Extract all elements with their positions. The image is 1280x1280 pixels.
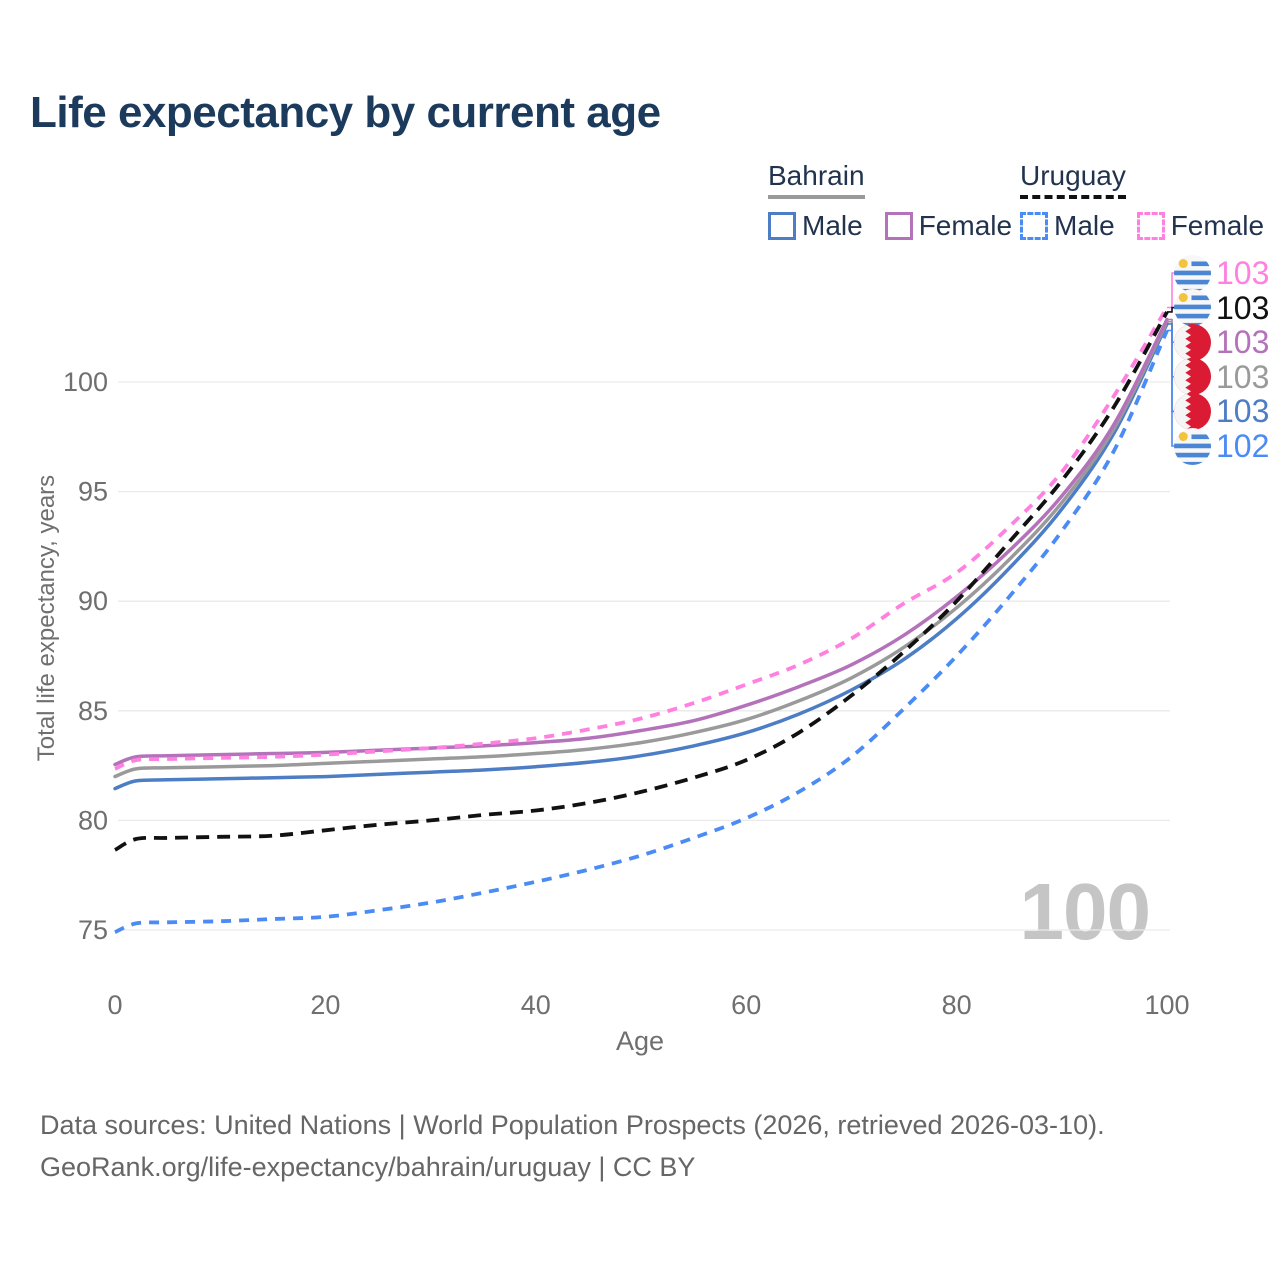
y-tick-label: 80 <box>78 805 108 835</box>
x-tick-label: 20 <box>310 990 340 1020</box>
series-line-uruguay-male[interactable] <box>114 329 1169 934</box>
series-line-bahrain-female[interactable] <box>113 317 1169 767</box>
legend-item-bahrain-male[interactable]: Male <box>768 210 863 242</box>
footer-data-sources: Data sources: United Nations | World Pop… <box>40 1110 1105 1140</box>
legend-item-uruguay-male[interactable]: Male <box>1020 210 1115 242</box>
series-line-bahrain-male[interactable] <box>113 322 1169 791</box>
page-title: Life expectancy by current age <box>30 88 661 137</box>
end-label-connector <box>1167 329 1176 447</box>
hovered-age-watermark: 100 <box>1019 867 1151 956</box>
legend-items-uruguay: Male Female <box>1020 210 1264 242</box>
legend-group-uruguay: Uruguay Male Female <box>1020 160 1264 242</box>
x-tick-label: 100 <box>1144 990 1189 1020</box>
y-tick-label: 75 <box>78 915 108 945</box>
legend-item-label: Male <box>802 210 863 241</box>
x-axis-label: Age <box>615 1026 665 1056</box>
y-tick-label: 100 <box>63 367 108 397</box>
x-tick-label: 40 <box>521 990 551 1020</box>
legend-item-uruguay-female[interactable]: Female <box>1136 210 1265 242</box>
legend-group-bahrain: Bahrain Male Female <box>768 160 1012 242</box>
series-line-uruguay-total[interactable] <box>114 310 1169 852</box>
line-style-swatch <box>884 212 913 240</box>
y-tick-label: 95 <box>78 477 108 507</box>
legend-item-bahrain-female[interactable]: Female <box>884 210 1013 242</box>
line-style-swatch <box>768 212 796 240</box>
y-tick-label: 90 <box>78 586 108 616</box>
legend-item-label: Female <box>1170 210 1265 241</box>
legend-items-bahrain: Male Female <box>768 210 1012 242</box>
footer-attribution: GeoRank.org/life-expectancy/bahrain/urug… <box>40 1152 696 1182</box>
series-line-bahrain-total[interactable] <box>113 319 1169 779</box>
line-style-swatch <box>1136 212 1165 240</box>
legend-header-uruguay: Uruguay <box>1020 160 1126 199</box>
series-line-uruguay-female[interactable] <box>114 306 1169 771</box>
line-style-swatch <box>1020 212 1048 240</box>
legend-item-label: Male <box>1054 210 1115 241</box>
legend-header-bahrain: Bahrain <box>768 160 865 199</box>
x-tick-label: 0 <box>107 990 122 1020</box>
end-label-connector <box>1167 272 1176 309</box>
chart-legend: Bahrain Male Female Uruguay Male Female <box>0 160 1280 250</box>
legend-item-label: Female <box>918 210 1013 241</box>
y-tick-label: 85 <box>78 696 108 726</box>
x-tick-label: 60 <box>731 990 761 1020</box>
x-tick-label: 80 <box>942 990 972 1020</box>
chart-footer: Data sources: United Nations | World Pop… <box>40 1104 1105 1188</box>
